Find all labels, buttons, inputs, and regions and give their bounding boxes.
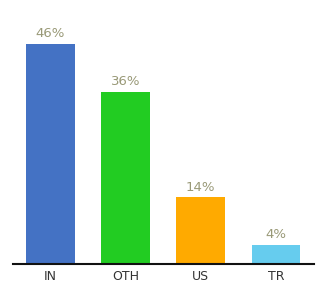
Bar [101,92,150,264]
Bar [26,44,75,264]
Text: 14%: 14% [186,181,216,194]
Text: 46%: 46% [36,27,65,40]
Text: 4%: 4% [266,229,286,242]
Bar [176,197,225,264]
Text: 36%: 36% [111,75,140,88]
Bar [252,245,300,264]
